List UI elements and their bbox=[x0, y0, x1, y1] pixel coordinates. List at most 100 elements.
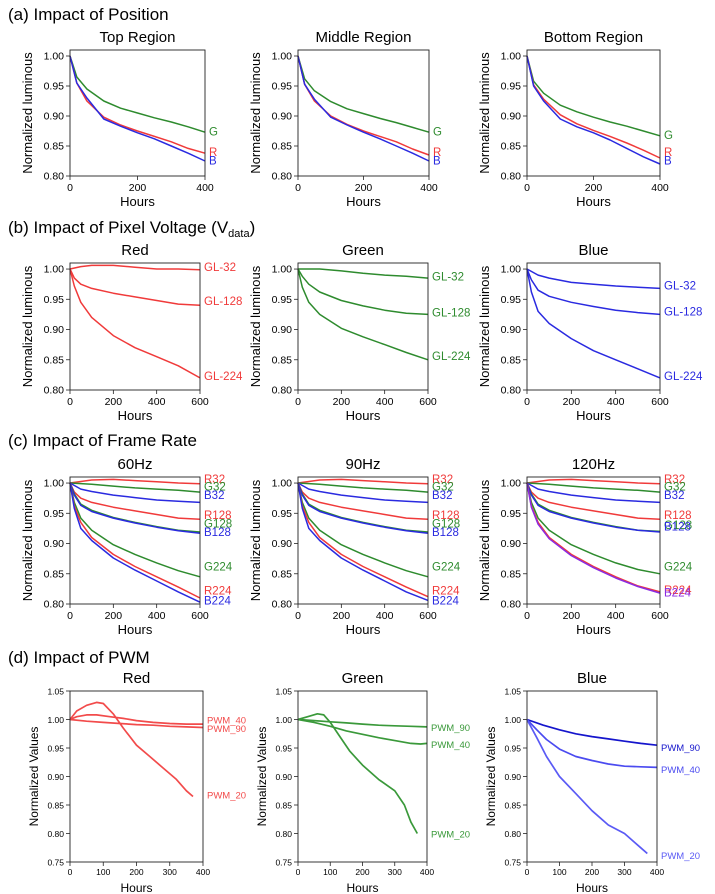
series-label-g: G bbox=[664, 130, 673, 142]
x-tick-label: 200 bbox=[129, 182, 147, 194]
x-tick-label: 0 bbox=[524, 182, 530, 194]
chart-a3: Bottom Region 0 200 400 0.80 0.85 0.90 0.95 1.00… bbox=[477, 29, 673, 209]
y-tick-label: 0.85 bbox=[501, 354, 522, 366]
x-tick-label: 400 bbox=[420, 867, 434, 877]
x-tick-label: 200 bbox=[563, 396, 581, 408]
series-line-b32 bbox=[297, 482, 429, 504]
series-line-b bbox=[526, 55, 661, 165]
x-tick-label: 200 bbox=[563, 610, 581, 622]
x-tick-label: 0 bbox=[295, 396, 301, 408]
y-tick-label: 0.80 bbox=[47, 829, 64, 839]
y-tick-label: 0.80 bbox=[44, 385, 65, 397]
series-line-b224 bbox=[526, 482, 661, 594]
series-line-b128 bbox=[297, 482, 429, 534]
y-tick-label: 1.00 bbox=[272, 478, 293, 490]
series-label-gl-32: GL-32 bbox=[432, 271, 464, 283]
series-label-b224: B224 bbox=[664, 588, 691, 600]
chart-title: Bottom Region bbox=[544, 29, 643, 46]
y-tick-label: 0.95 bbox=[44, 508, 65, 520]
x-tick-label: 200 bbox=[333, 610, 351, 622]
x-tick-label: 0 bbox=[295, 182, 301, 194]
y-tick-label: 0.95 bbox=[501, 81, 522, 93]
series-line-pwm_40 bbox=[526, 718, 658, 769]
y-tick-label: 1.00 bbox=[47, 715, 64, 725]
series-label-b128: B128 bbox=[664, 522, 691, 534]
chart-d3: Blue 0 100 200 300 400 0.75 0.80 0.85 0.90 0.95 1.0… bbox=[484, 670, 700, 894]
y-tick-label: 1.05 bbox=[47, 687, 64, 697]
x-axis-label: Hours bbox=[576, 194, 611, 209]
series-label-g: G bbox=[433, 127, 442, 139]
series-line-gl-32 bbox=[69, 264, 201, 271]
y-tick-label: 0.95 bbox=[47, 744, 64, 754]
plot-frame bbox=[526, 49, 661, 177]
y-tick-label: 1.05 bbox=[275, 687, 292, 697]
y-tick-label: 0.80 bbox=[501, 385, 522, 397]
y-tick-label: 0.80 bbox=[272, 385, 293, 397]
chart-b2: Green 0 200 400 600 0.80 0.85 0.90 0.95 1.00 Hours… bbox=[248, 242, 471, 423]
y-tick-label: 1.00 bbox=[272, 51, 293, 63]
y-tick-label: 0.90 bbox=[275, 772, 292, 782]
chart-a2: Middle Region 0 200 400 0.80 0.85 0.90 0.95 1.00… bbox=[248, 29, 442, 209]
series-label-pwm_20: PWM_20 bbox=[661, 851, 700, 862]
y-tick-label: 1.00 bbox=[44, 264, 65, 276]
x-tick-label: 400 bbox=[650, 867, 664, 877]
x-axis-label: Hours bbox=[346, 194, 381, 209]
y-tick-label: 0.85 bbox=[47, 801, 64, 811]
chart-b1: Red 0 200 400 600 0.80 0.85 0.90 0.95 1.00 Hours No… bbox=[20, 242, 243, 423]
series-label-pwm_90: PWM_90 bbox=[661, 743, 700, 754]
chart-title: Green bbox=[342, 242, 384, 259]
chart-title: 60Hz bbox=[117, 456, 152, 473]
x-tick-label: 100 bbox=[323, 867, 337, 877]
x-tick-label: 400 bbox=[376, 610, 394, 622]
y-tick-label: 0.95 bbox=[501, 294, 522, 306]
plot-frame bbox=[526, 476, 661, 605]
series-label-gl-128: GL-128 bbox=[664, 306, 702, 318]
y-axis-label: Normalized luminous bbox=[248, 265, 263, 387]
y-tick-label: 0.90 bbox=[272, 111, 293, 123]
x-axis-label: Hours bbox=[576, 622, 611, 637]
plot-frame bbox=[297, 262, 429, 391]
series-label-g224: G224 bbox=[432, 562, 461, 574]
y-tick-label: 1.00 bbox=[504, 715, 521, 725]
series-label-pwm_40: PWM_40 bbox=[661, 765, 700, 776]
plot-frame bbox=[297, 690, 428, 863]
series-label-g32: G32 bbox=[204, 482, 226, 494]
series-line-r128 bbox=[526, 482, 661, 521]
series-label-pwm_40: PWM_40 bbox=[431, 740, 470, 751]
y-tick-label: 0.85 bbox=[44, 568, 65, 580]
series-label-g224: G224 bbox=[664, 562, 693, 574]
chart-d1: Red 0 100 200 300 400 0.75 0.80 0.85 0.90 0.95 1.00… bbox=[27, 670, 246, 894]
y-tick-label: 0.95 bbox=[275, 744, 292, 754]
series-line-r32 bbox=[526, 478, 661, 485]
x-tick-label: 200 bbox=[105, 610, 123, 622]
series-label-gl-224: GL-224 bbox=[204, 371, 243, 383]
y-axis-label: Normalized luminous bbox=[477, 265, 492, 387]
x-tick-label: 0 bbox=[67, 610, 73, 622]
series-line-r32 bbox=[297, 478, 429, 485]
series-line-r128 bbox=[69, 482, 201, 521]
series-line-gl-32 bbox=[526, 268, 661, 290]
x-tick-label: 200 bbox=[355, 182, 373, 194]
chart-title: Top Region bbox=[100, 29, 176, 46]
series-line-b224 bbox=[297, 482, 429, 602]
y-tick-label: 0.75 bbox=[47, 858, 64, 868]
x-tick-label: 0 bbox=[67, 396, 73, 408]
x-axis-label: Hours bbox=[346, 881, 378, 894]
series-line-g bbox=[526, 55, 661, 137]
series-line-g224 bbox=[526, 482, 661, 575]
series-line-gl-128 bbox=[526, 268, 661, 316]
y-tick-label: 0.85 bbox=[44, 141, 65, 153]
series-line-r224 bbox=[69, 482, 201, 599]
y-tick-label: 0.90 bbox=[501, 538, 522, 550]
series-line-b32 bbox=[69, 482, 201, 504]
series-label-r128: R128 bbox=[664, 510, 692, 522]
x-tick-label: 400 bbox=[148, 396, 166, 408]
x-axis-label: Hours bbox=[118, 622, 153, 637]
x-tick-label: 0 bbox=[525, 867, 530, 877]
chart-b3: Blue 0 200 400 600 0.80 0.85 0.90 0.95 1.00 Hours N… bbox=[477, 242, 703, 423]
y-tick-label: 1.00 bbox=[272, 264, 293, 276]
chart-c2: 90Hz 0 200 400 600 0.80 0.85 0.90 0.95 1.00 Hours N… bbox=[248, 456, 461, 637]
chart-title: Middle Region bbox=[316, 29, 412, 46]
y-tick-label: 1.00 bbox=[501, 478, 522, 490]
y-tick-label: 0.75 bbox=[504, 858, 521, 868]
